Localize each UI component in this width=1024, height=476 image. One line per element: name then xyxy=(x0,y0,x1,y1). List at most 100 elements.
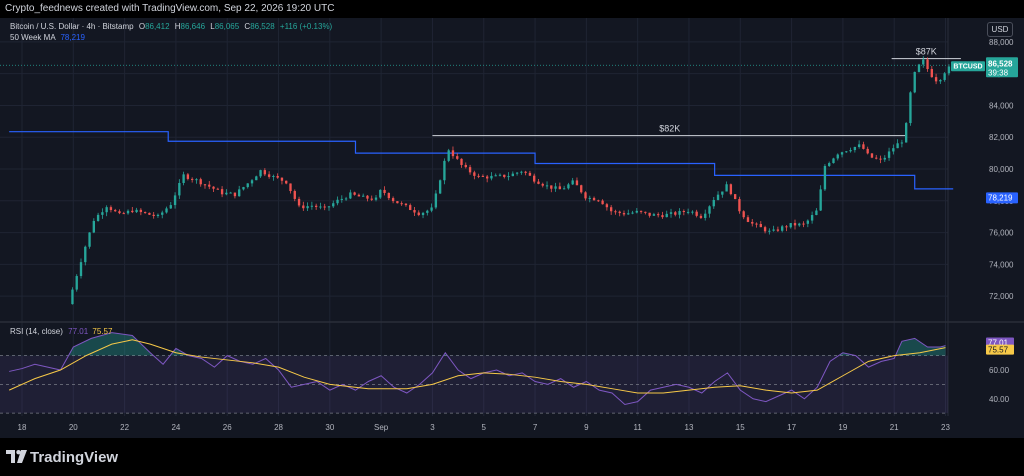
candle-body xyxy=(533,175,536,182)
candle-body xyxy=(550,185,553,189)
candle-body xyxy=(665,213,668,218)
candle-body xyxy=(426,210,429,213)
candle-body xyxy=(635,210,638,213)
candle-body xyxy=(460,158,463,165)
candle-body xyxy=(438,180,442,194)
candle-body xyxy=(840,152,844,155)
ma-legend: 50 Week MA 78,219 xyxy=(10,33,85,42)
candle-body xyxy=(229,192,232,194)
candle-body xyxy=(832,158,835,164)
candle-body xyxy=(699,215,703,218)
candle-body xyxy=(473,172,476,176)
candle-body xyxy=(742,211,745,218)
currency-button[interactable]: USD xyxy=(987,22,1013,37)
candle-body xyxy=(293,191,296,199)
rsi-tick-label: 60.00 xyxy=(989,366,1010,375)
candle-body xyxy=(327,206,331,208)
rsi-ma-value-tag xyxy=(986,344,1014,355)
candle-body xyxy=(297,198,301,206)
candle-body xyxy=(430,207,433,211)
annotations: $82K $87K xyxy=(0,47,961,137)
candle-body xyxy=(383,189,386,193)
candle-body xyxy=(601,200,604,205)
candle-body xyxy=(447,150,450,161)
candle-body xyxy=(370,198,373,200)
candle-body xyxy=(917,64,921,72)
candle-body xyxy=(657,214,660,216)
candle-body xyxy=(588,197,591,199)
rsi-background xyxy=(0,355,948,414)
candle-body xyxy=(220,189,224,195)
candles xyxy=(71,56,955,305)
high-label: H xyxy=(174,22,181,31)
candle-body xyxy=(238,189,241,197)
candle-body xyxy=(92,220,96,233)
candle-body xyxy=(712,199,715,207)
time-tick-label: 13 xyxy=(685,423,694,432)
candle-body xyxy=(353,192,356,195)
candle-body xyxy=(904,123,908,143)
candle-body xyxy=(900,142,904,144)
candle-body xyxy=(421,212,425,216)
candle-body xyxy=(592,197,596,201)
candle-body xyxy=(554,186,557,189)
candle-body xyxy=(609,207,613,212)
footer: TradingView xyxy=(0,438,1024,476)
rsi-value-label: 77.01 xyxy=(988,339,1009,348)
candle-body xyxy=(250,180,254,184)
candle-body xyxy=(537,181,540,184)
candle-body xyxy=(314,205,318,207)
candle-body xyxy=(349,192,352,199)
time-tick-label: 11 xyxy=(634,423,643,432)
candle-body xyxy=(156,214,160,217)
price-tick-label: 76,000 xyxy=(989,229,1014,238)
price-chart[interactable]: $82K$87K 88,00086,00084,00082,00080,0007… xyxy=(0,18,1024,438)
candle-body xyxy=(434,193,438,208)
rsi-tick-label: 40.00 xyxy=(989,395,1010,404)
time-tick-label: 23 xyxy=(941,423,950,432)
chart-area[interactable]: $82K$87K 88,00086,00084,00082,00080,0007… xyxy=(0,18,1024,438)
candle-body xyxy=(498,174,502,176)
candle-body xyxy=(148,212,151,215)
candle-body xyxy=(143,212,147,214)
candle-body xyxy=(892,148,895,152)
rsi-line xyxy=(9,332,946,406)
time-tick-label: 9 xyxy=(584,423,589,432)
candle-body xyxy=(922,59,925,65)
symbol-name: Bitcoin / U.S. Dollar · 4h · Bitstamp xyxy=(10,22,134,31)
candle-body xyxy=(186,174,190,179)
candle-body xyxy=(190,178,194,180)
rsi-ma-line xyxy=(8,339,946,394)
candle-body xyxy=(571,180,574,185)
candle-body xyxy=(400,203,403,205)
candle-body xyxy=(721,191,724,195)
candle-body xyxy=(652,214,656,216)
candle-body xyxy=(490,175,493,179)
candle-body xyxy=(729,184,733,195)
candle-body xyxy=(101,212,104,215)
rsi-lines xyxy=(8,332,946,406)
candle-body xyxy=(545,185,549,187)
candle-body xyxy=(580,185,583,193)
candle-body xyxy=(225,192,228,195)
candle-body xyxy=(135,209,138,213)
change-value: +116 (+0.13%) xyxy=(279,22,333,31)
rsi-value: 77.01 xyxy=(68,327,89,336)
candle-body xyxy=(409,205,412,211)
time-tick-label: 7 xyxy=(533,423,538,432)
candle-body xyxy=(810,215,814,221)
symbol-tag-label: BTCUSD xyxy=(953,63,982,70)
candle-body xyxy=(105,207,108,213)
candle-body xyxy=(306,206,309,209)
candle-body xyxy=(939,79,942,82)
candle-body xyxy=(323,206,326,208)
candle-body xyxy=(195,179,198,181)
top-bar: Crypto_feednews created with TradingView… xyxy=(0,0,1024,18)
candle-body xyxy=(768,230,771,232)
candle-body xyxy=(71,289,74,305)
candle-body xyxy=(704,213,707,218)
candle-body xyxy=(515,172,519,174)
time-tick-label: 18 xyxy=(18,423,27,432)
candle-body xyxy=(404,203,408,206)
time-tick-label: 22 xyxy=(120,423,129,432)
